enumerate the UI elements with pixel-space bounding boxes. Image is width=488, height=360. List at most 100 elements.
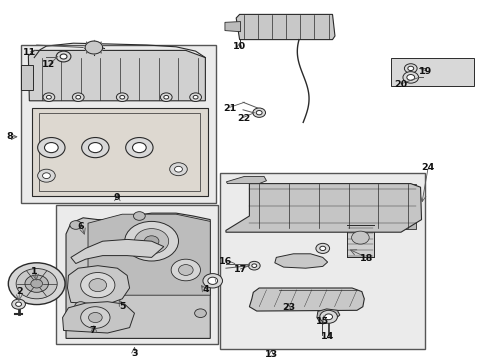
Circle shape: [125, 138, 153, 158]
Text: 17: 17: [233, 266, 247, 274]
Text: 7: 7: [89, 326, 96, 335]
Circle shape: [406, 75, 414, 80]
Circle shape: [46, 95, 51, 99]
Circle shape: [89, 279, 106, 292]
Circle shape: [319, 310, 337, 323]
Text: 23: 23: [282, 303, 294, 312]
Circle shape: [144, 236, 159, 247]
Circle shape: [16, 302, 21, 306]
Circle shape: [134, 229, 168, 254]
Circle shape: [169, 163, 187, 176]
Circle shape: [351, 231, 368, 244]
Text: 11: 11: [22, 48, 36, 57]
Circle shape: [132, 143, 146, 153]
Bar: [56, 205, 217, 344]
Circle shape: [193, 95, 198, 99]
Circle shape: [56, 51, 71, 62]
Text: 19: 19: [418, 68, 431, 77]
Bar: [390, 58, 473, 86]
Circle shape: [160, 93, 172, 102]
Circle shape: [81, 307, 110, 328]
Bar: [20, 45, 216, 203]
Circle shape: [120, 95, 124, 99]
Text: 13: 13: [264, 351, 277, 359]
Text: 21: 21: [223, 104, 236, 112]
Text: 2: 2: [16, 287, 23, 296]
Text: 6: 6: [77, 222, 84, 231]
Polygon shape: [225, 184, 421, 232]
Text: 5: 5: [119, 302, 125, 311]
Circle shape: [25, 275, 48, 292]
Bar: [249, 184, 415, 229]
Circle shape: [171, 259, 200, 281]
Text: 10: 10: [233, 42, 245, 51]
Text: 4: 4: [202, 285, 208, 294]
Polygon shape: [236, 14, 334, 40]
Circle shape: [8, 263, 65, 305]
Circle shape: [81, 273, 115, 298]
Circle shape: [42, 173, 50, 179]
Bar: [346, 225, 373, 257]
Circle shape: [124, 221, 178, 261]
Polygon shape: [71, 239, 163, 264]
Text: 12: 12: [42, 60, 56, 69]
Circle shape: [315, 243, 329, 253]
Circle shape: [60, 54, 67, 59]
Text: 22: 22: [236, 113, 250, 122]
Polygon shape: [62, 302, 134, 333]
Circle shape: [88, 143, 102, 153]
Circle shape: [402, 72, 418, 83]
Circle shape: [203, 274, 222, 288]
Text: 3: 3: [131, 349, 138, 358]
Circle shape: [194, 309, 206, 318]
Polygon shape: [274, 254, 327, 268]
Circle shape: [76, 95, 81, 99]
Circle shape: [248, 261, 260, 270]
Circle shape: [174, 166, 182, 172]
Polygon shape: [224, 22, 240, 32]
Circle shape: [256, 111, 262, 115]
Bar: [39, 113, 200, 191]
Circle shape: [31, 279, 42, 288]
Circle shape: [189, 93, 201, 102]
Circle shape: [16, 269, 57, 299]
Bar: [32, 108, 207, 196]
Circle shape: [407, 66, 413, 71]
Circle shape: [88, 312, 102, 323]
Polygon shape: [28, 50, 205, 101]
Circle shape: [163, 95, 168, 99]
Circle shape: [38, 169, 55, 182]
Circle shape: [12, 299, 25, 309]
Circle shape: [116, 93, 128, 102]
Text: 15: 15: [316, 317, 328, 325]
Polygon shape: [85, 41, 102, 54]
Text: 18: 18: [359, 254, 373, 263]
Text: 1: 1: [31, 267, 38, 276]
Polygon shape: [249, 288, 364, 311]
Circle shape: [75, 302, 86, 310]
Circle shape: [178, 265, 193, 275]
Text: 16: 16: [219, 256, 232, 265]
Bar: [220, 173, 425, 349]
Circle shape: [81, 138, 109, 158]
Circle shape: [324, 314, 332, 320]
Text: 24: 24: [421, 163, 434, 172]
Circle shape: [252, 108, 265, 117]
Circle shape: [38, 138, 65, 158]
Circle shape: [70, 221, 81, 229]
Circle shape: [251, 264, 256, 267]
Circle shape: [207, 277, 217, 284]
Circle shape: [133, 212, 145, 220]
Polygon shape: [316, 309, 339, 324]
Circle shape: [90, 45, 98, 50]
Text: 9: 9: [113, 193, 120, 202]
Text: 14: 14: [320, 333, 334, 341]
Polygon shape: [226, 176, 266, 184]
Circle shape: [43, 93, 55, 102]
Text: 20: 20: [394, 80, 407, 89]
Polygon shape: [20, 65, 33, 90]
Circle shape: [404, 64, 416, 73]
Polygon shape: [88, 214, 210, 295]
Circle shape: [72, 93, 84, 102]
Circle shape: [44, 143, 58, 153]
